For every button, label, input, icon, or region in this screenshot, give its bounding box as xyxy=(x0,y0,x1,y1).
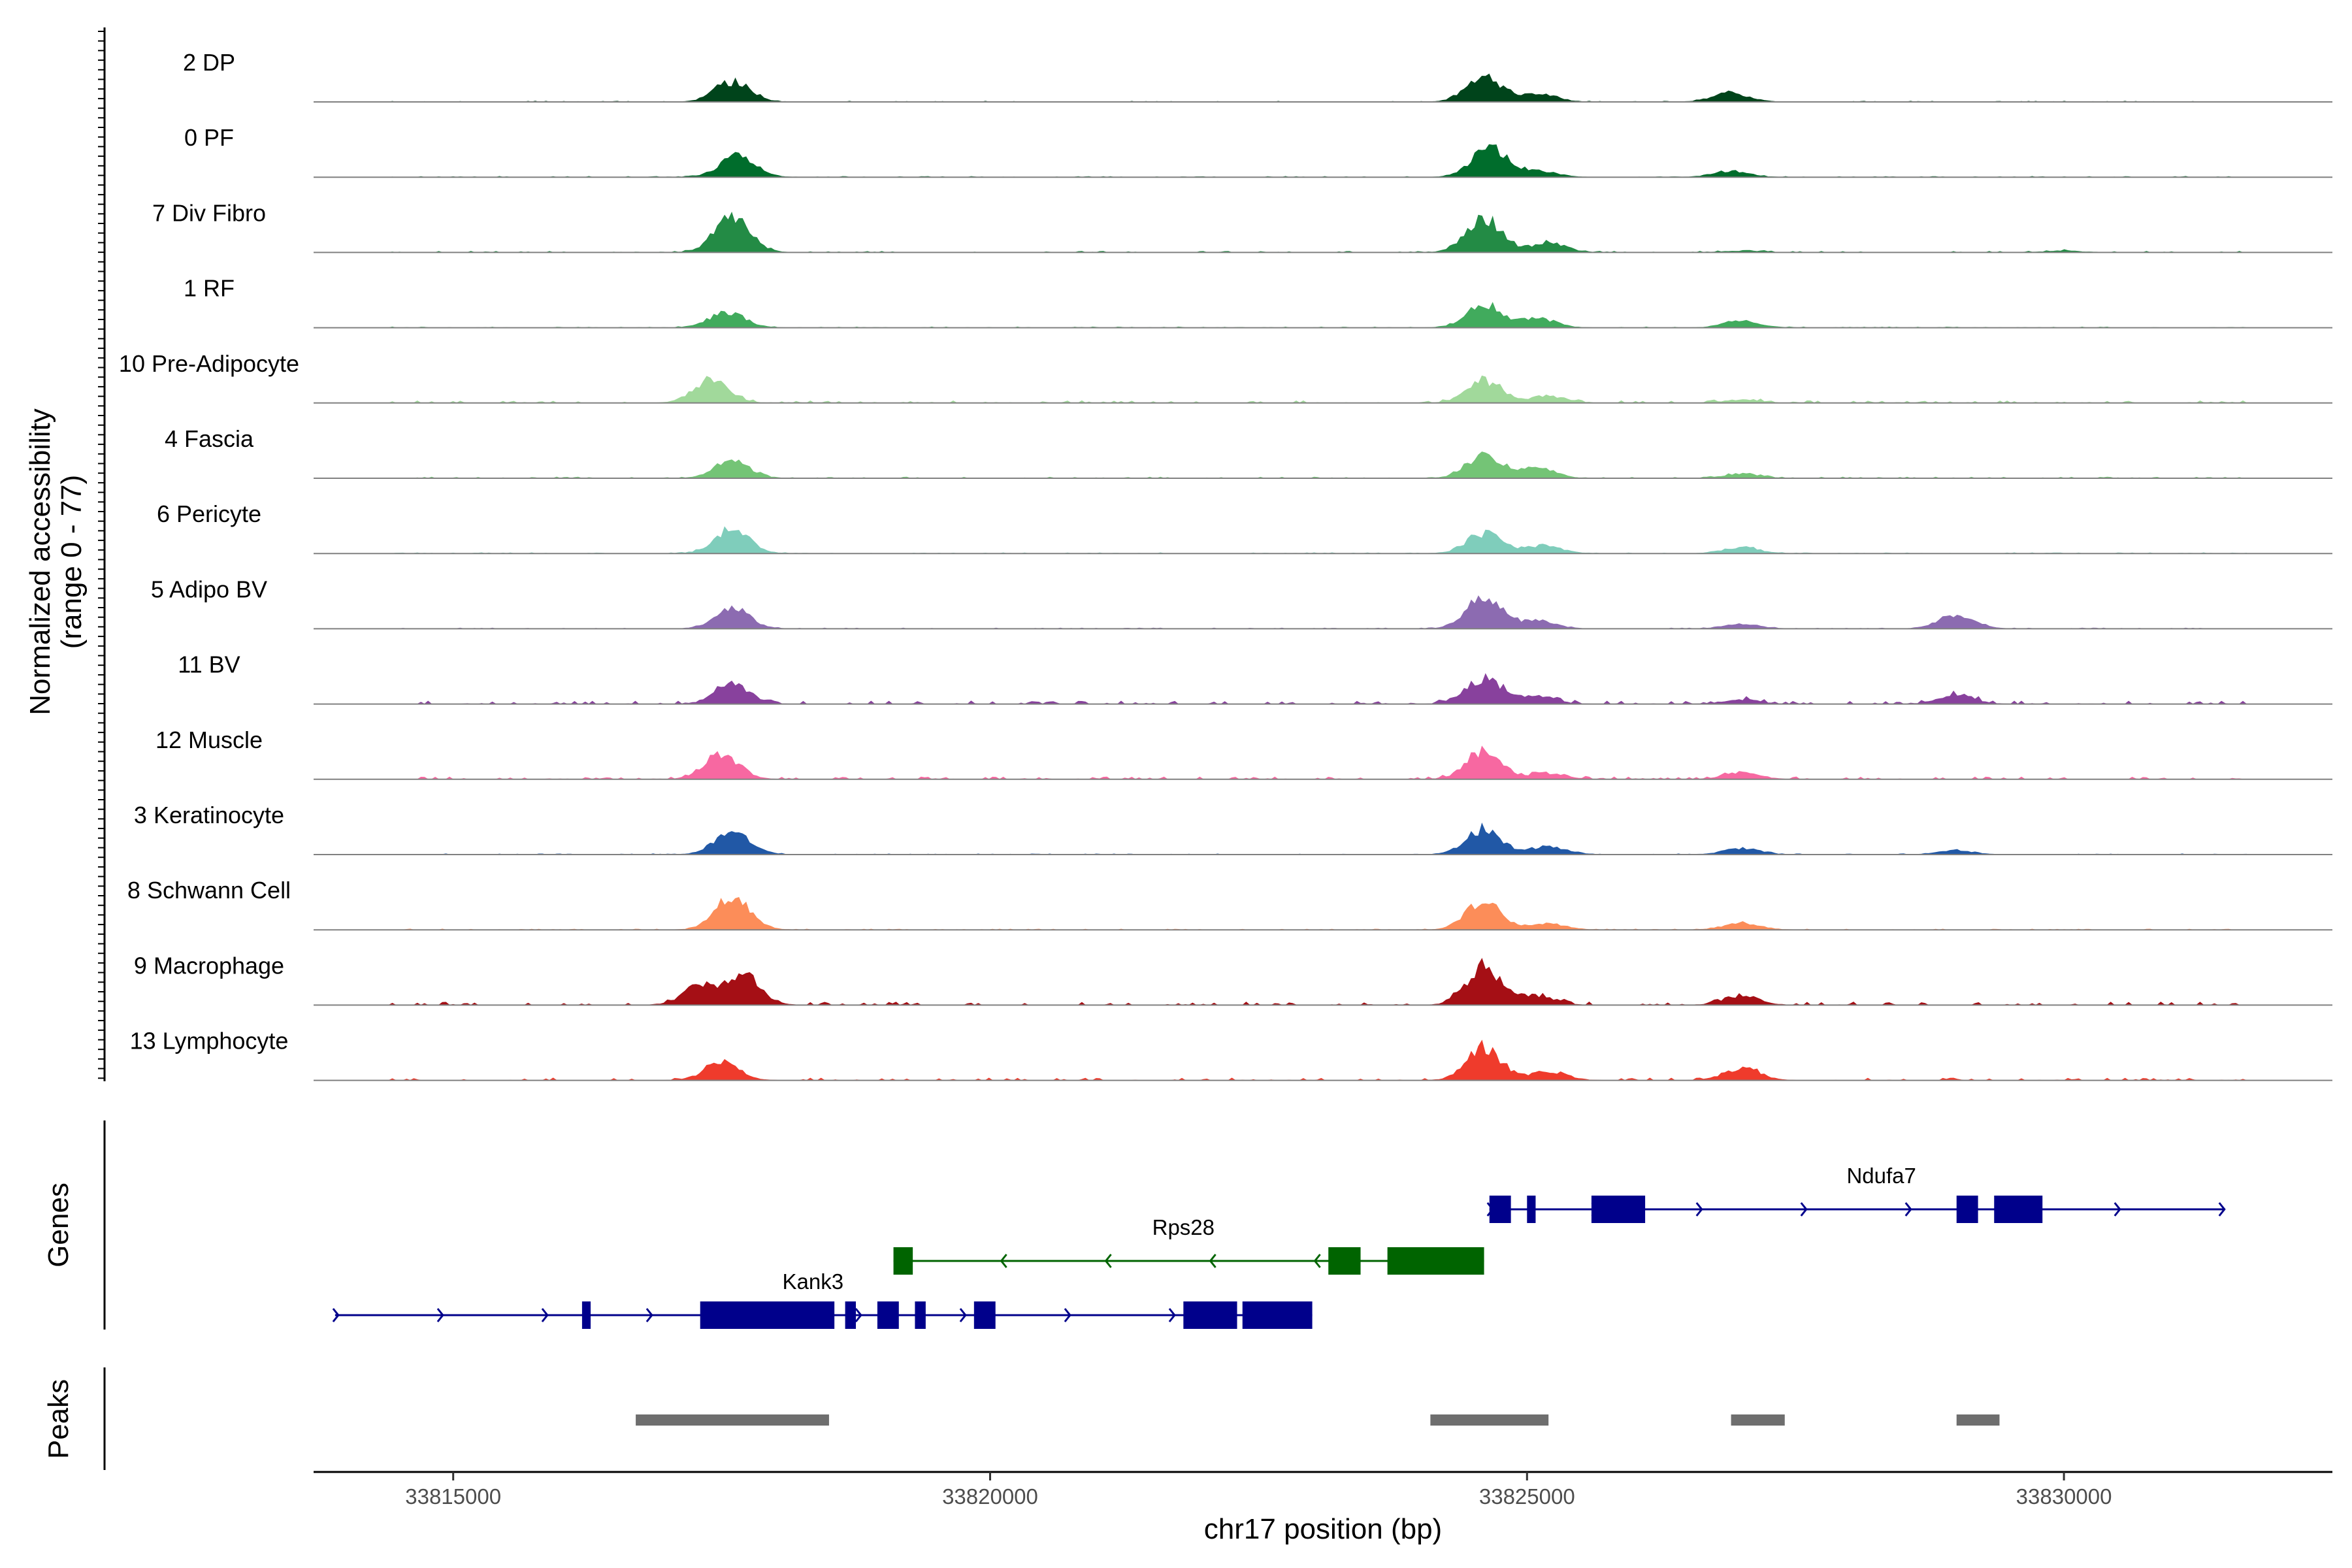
strand-arrow xyxy=(1313,1254,1321,1268)
track-label: 12 Muscle xyxy=(155,727,263,753)
strand-arrow xyxy=(436,1308,444,1322)
exon xyxy=(973,1301,996,1329)
exon xyxy=(1591,1196,1646,1223)
strand-arrow xyxy=(1904,1202,1912,1217)
exon xyxy=(915,1301,926,1329)
y-axis-title-group: Normalized accessibility (range 0 - 77) xyxy=(24,408,88,715)
track-1: 2 DP xyxy=(183,49,2332,103)
strand-arrow xyxy=(1000,1254,1007,1268)
x-tick-label: 33825000 xyxy=(1479,1484,1575,1509)
gene-label: Ndufa7 xyxy=(1846,1164,1916,1188)
peak-region xyxy=(1430,1414,1549,1426)
genes-track-title: Genes xyxy=(42,1183,74,1267)
track-label: 5 Adipo BV xyxy=(151,576,267,602)
track-11: 3 Keratinocyte xyxy=(134,802,2332,855)
strand-arrow xyxy=(855,1308,862,1322)
exon xyxy=(845,1301,857,1329)
track-2: 0 PF xyxy=(184,124,2332,178)
coverage-tracks: 2 DP 0 PF 7 Div Fibro 1 RF 10 Pre-Adipocyte 4… xyxy=(119,49,2332,1081)
genes-title-group: Genes xyxy=(42,1183,74,1267)
strand-arrow xyxy=(645,1308,653,1322)
strand-arrow xyxy=(541,1308,549,1322)
exon xyxy=(877,1301,899,1329)
strand-arrow xyxy=(1064,1308,1071,1322)
track-4: 1 RF xyxy=(184,275,2332,329)
track-5: 10 Pre-Adipocyte xyxy=(119,350,2332,404)
exon xyxy=(1489,1196,1511,1223)
exon xyxy=(581,1301,591,1329)
track-label: 6 Pericyte xyxy=(157,500,261,527)
exon xyxy=(1994,1196,2043,1223)
exon xyxy=(1183,1301,1237,1329)
track-label: 13 Lymphocyte xyxy=(130,1028,289,1054)
peak-region xyxy=(636,1414,829,1426)
peaks-title-group: Peaks xyxy=(42,1379,74,1459)
track-label: 4 Fascia xyxy=(165,425,254,452)
peak-region xyxy=(1956,1414,2000,1426)
exon xyxy=(1328,1247,1361,1275)
track-8: 5 Adipo BV xyxy=(151,576,2332,630)
track-label: 7 Div Fibro xyxy=(152,199,266,226)
strand-arrow xyxy=(1209,1254,1217,1268)
track-label: 2 DP xyxy=(183,49,235,76)
y-axis-title: Normalized accessibility xyxy=(24,408,56,715)
track-label: 0 PF xyxy=(184,124,234,151)
x-axis-ticks: 33815000 33820000 33825000 33830000 xyxy=(405,1472,2112,1509)
peak-region xyxy=(1731,1414,1785,1426)
gene-annotations: Ndufa7 Rps28 Kank3 xyxy=(332,1164,2226,1329)
gene-rps28: Rps28 xyxy=(893,1215,1484,1275)
exon xyxy=(1527,1196,1536,1223)
track-9: 11 BV xyxy=(178,651,2332,705)
coverage-y-ticks xyxy=(98,31,105,1079)
track-label: 10 Pre-Adipocyte xyxy=(119,350,299,377)
y-axis-subtitle: (range 0 - 77) xyxy=(56,475,88,649)
peaks-track-title: Peaks xyxy=(42,1379,74,1459)
strand-arrow xyxy=(332,1308,340,1322)
strand-arrow xyxy=(2114,1202,2121,1217)
gene-ndufa7: Ndufa7 xyxy=(1486,1164,2226,1223)
exon xyxy=(893,1247,913,1275)
peak-regions xyxy=(636,1414,2000,1426)
track-label: 3 Keratinocyte xyxy=(134,802,284,828)
track-13: 9 Macrophage xyxy=(134,952,2332,1006)
x-tick-label: 33820000 xyxy=(942,1484,1038,1509)
strand-arrow xyxy=(959,1308,967,1322)
x-axis-title: chr17 position (bp) xyxy=(1204,1513,1442,1545)
exon xyxy=(1387,1247,1484,1275)
track-label: 11 BV xyxy=(178,651,240,678)
track-label: 8 Schwann Cell xyxy=(127,877,291,904)
gene-kank3: Kank3 xyxy=(332,1269,1313,1329)
strand-arrow xyxy=(1695,1202,1703,1217)
strand-arrow xyxy=(2218,1202,2226,1217)
track-7: 6 Pericyte xyxy=(157,500,2332,555)
exon xyxy=(1242,1301,1313,1329)
track-14: 13 Lymphocyte xyxy=(130,1028,2332,1081)
strand-arrow xyxy=(1104,1254,1112,1268)
gene-label: Rps28 xyxy=(1152,1215,1215,1239)
track-10: 12 Muscle xyxy=(155,727,2332,780)
x-tick-label: 33830000 xyxy=(2016,1484,2112,1509)
exon xyxy=(1956,1196,1978,1223)
x-tick-label: 33815000 xyxy=(405,1484,501,1509)
exon xyxy=(700,1301,835,1329)
track-6: 4 Fascia xyxy=(165,425,2332,479)
track-12: 8 Schwann Cell xyxy=(127,877,2332,931)
track-label: 9 Macrophage xyxy=(134,952,284,979)
track-3: 7 Div Fibro xyxy=(152,199,2332,253)
strand-arrow xyxy=(1800,1202,1808,1217)
strand-arrow xyxy=(1168,1308,1176,1322)
track-label: 1 RF xyxy=(184,275,235,302)
gene-label: Kank3 xyxy=(782,1269,843,1294)
